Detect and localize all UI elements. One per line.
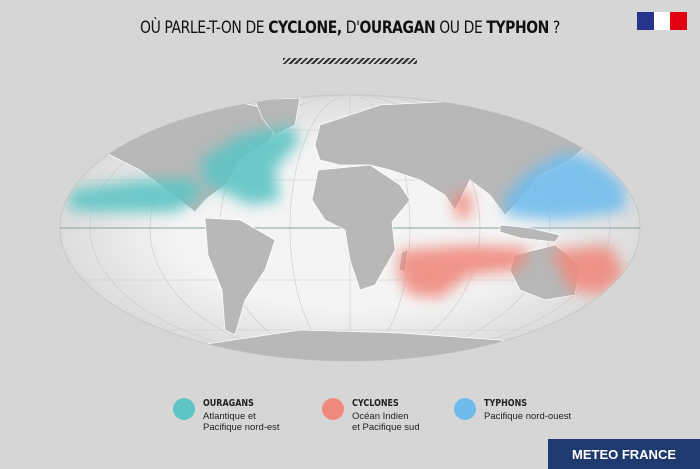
legend-desc: Atlantique et [203, 411, 256, 422]
legend-typhons: TYPHONS Pacifique nord-ouest [454, 398, 571, 422]
typhons-swatch [454, 398, 476, 420]
title-text: ? [548, 18, 560, 38]
title-cyclone: CYCLONE, [268, 18, 342, 38]
ouragans-swatch [173, 398, 195, 420]
title-typhon: TYPHON [486, 18, 549, 38]
republique-francaise-logo [637, 12, 688, 30]
legend-title: CYCLONES [352, 398, 399, 409]
hurricane-zone-pacific [70, 178, 205, 212]
title-text: D' [341, 18, 360, 38]
legend-desc: Pacifique nord-est [203, 422, 280, 433]
cyclones-swatch [322, 398, 344, 420]
legend-title: OURAGANS [203, 398, 254, 409]
title-ouragan: OURAGAN [359, 18, 436, 38]
title-divider [283, 58, 417, 64]
indonesia [499, 224, 561, 243]
south-america [204, 217, 276, 336]
cyclone-zone-south-pacific [550, 245, 625, 295]
typhoon-zone [505, 152, 625, 220]
legend-desc: et Pacifique sud [352, 422, 420, 433]
cyclone-zone-north-indian [452, 190, 472, 220]
legend-cyclones: CYCLONES Océan Indien et Pacifique sud [322, 398, 420, 433]
legend-title: TYPHONS [484, 398, 528, 409]
hurricane-zone-atlantic [200, 125, 300, 205]
meteo-france-brand: METEO FRANCE [548, 439, 700, 469]
legend-desc: Pacifique nord-ouest [484, 411, 572, 422]
legend-desc: Océan Indien [352, 411, 409, 422]
page-title: OÙ PARLE-T-ON DE CYCLONE, D'OURAGAN OU D… [63, 18, 637, 38]
title-text: OÙ PARLE-T-ON DE [140, 18, 269, 38]
cyclone-zone-indian [398, 245, 530, 298]
title-text: OU DE [435, 18, 487, 38]
legend-ouragans: OURAGANS Atlantique et Pacifique nord-est [173, 398, 280, 433]
africa [311, 164, 411, 291]
